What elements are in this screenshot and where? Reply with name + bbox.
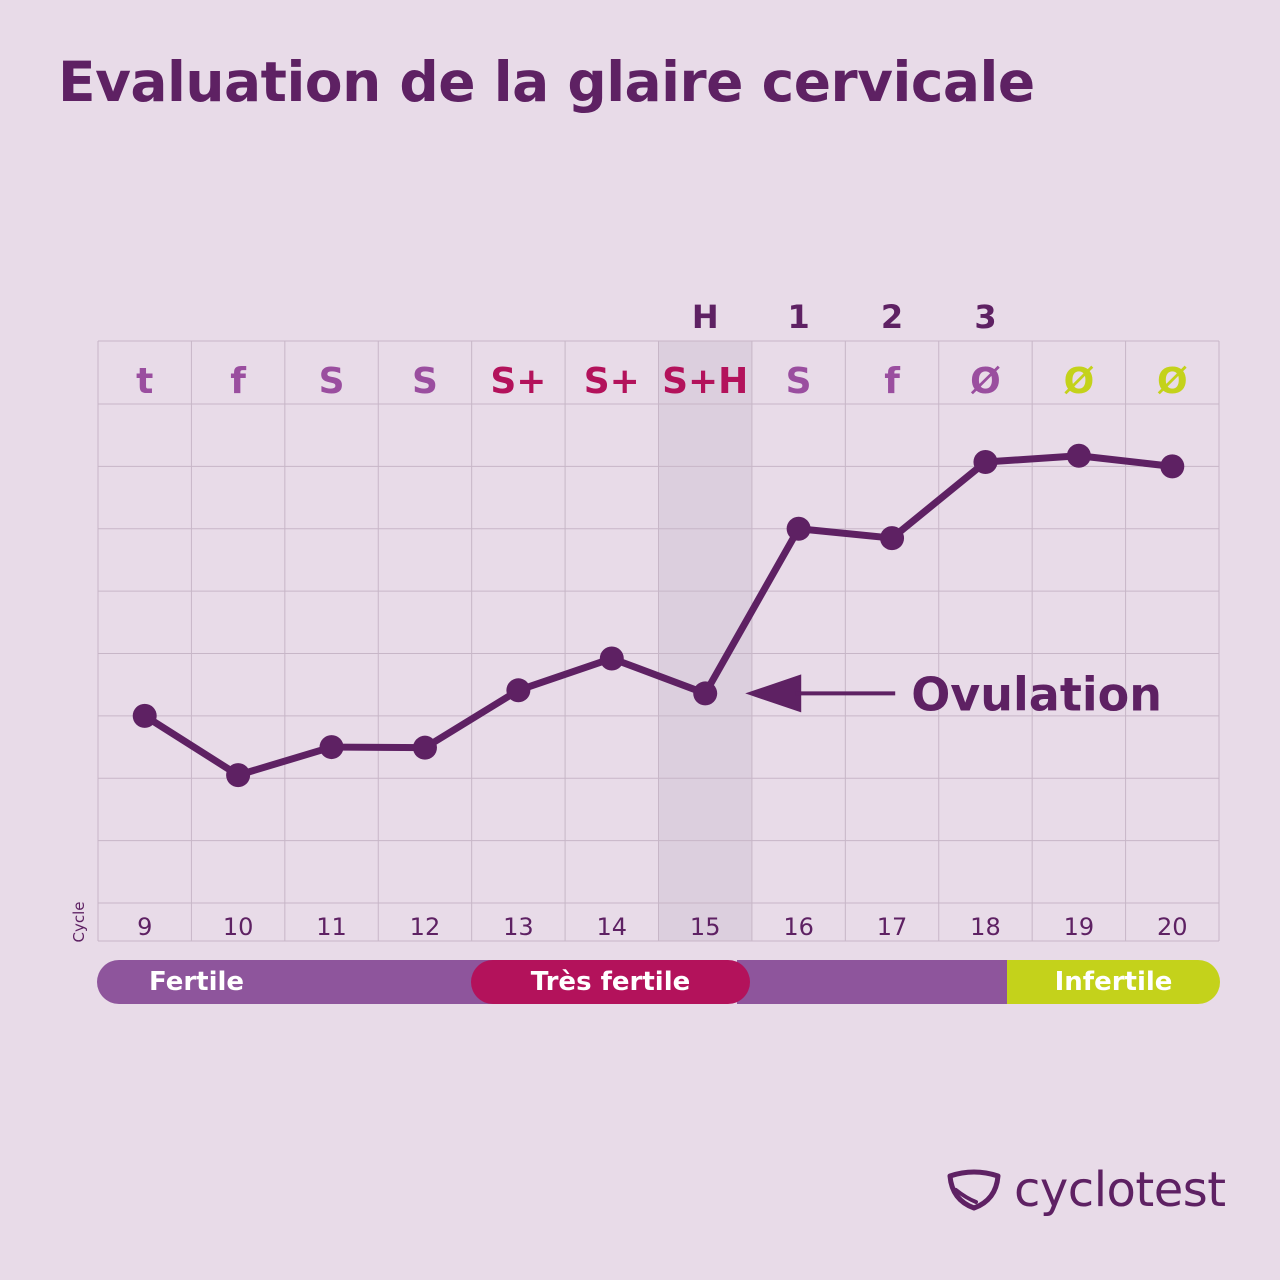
mucus-code-label: f [884,361,900,402]
data-point [1066,443,1091,468]
x-tick-label: 14 [597,913,628,941]
brand-logo: cyclotest [946,1160,1226,1220]
x-tick-label: 13 [503,913,534,941]
ovulation-label: Ovulation [911,667,1162,721]
data-point [880,526,905,551]
mucus-code-label: S+H [662,361,748,402]
x-tick-label: 19 [1064,913,1095,941]
data-point [226,763,251,788]
data-point [1160,454,1185,479]
data-point [319,735,344,760]
mucus-code-label: S+ [584,361,640,402]
mucus-code-label: S [319,361,345,402]
data-series [132,443,1185,788]
phase-fertile-continued [737,960,1037,1004]
data-point [786,516,811,541]
mucus-code-label: Ø [1157,361,1188,402]
data-point [412,735,437,760]
phase-fertile-label: Fertile [149,967,245,997]
ovulation-arrow-head [745,674,802,713]
mucus-code-label: S [412,361,438,402]
annotation: Ovulation [745,667,1162,721]
mucus-code-label: S [786,361,812,402]
peak-marker-label: 1 [787,298,809,336]
mucus-code-label: t [136,361,153,402]
phase-infertile: Infertile [1007,960,1220,1004]
page-title: Evaluation de la glaire cervicale [58,50,1035,114]
mucus-code-label: Ø [1064,361,1095,402]
data-point [693,681,718,706]
data-point [973,450,998,475]
x-tick-label: 18 [970,913,1001,941]
grid [97,340,1220,942]
data-point [506,678,531,703]
mucus-code-label: Ø [970,361,1001,402]
mucus-code-label: f [230,361,246,402]
x-tick-label: 15 [690,913,721,941]
x-tick-label: 17 [877,913,908,941]
phase-infertile-label: Infertile [1054,967,1173,997]
x-axis-label: Cycle [70,902,88,943]
data-point [132,703,157,728]
phase-bar: Fertile Infertile Très fertile [97,960,1220,1004]
phase-tres-fertile-label: Très fertile [530,967,691,997]
peak-marker-label: 3 [974,298,996,336]
cyclotest-logo-icon [947,1169,1001,1211]
logo-text: cyclotest [1014,1162,1226,1218]
peak-marker-label: H [692,298,719,336]
mucus-code-label: S+ [490,361,546,402]
series-line [141,452,1176,779]
x-tick-label: 9 [137,913,152,941]
phase-tres-fertile: Très fertile [471,960,750,1004]
x-tick-label: 10 [223,913,254,941]
x-tick-label: 12 [410,913,441,941]
data-point [599,646,624,671]
peak-marker-label: 2 [881,298,903,336]
x-tick-label: 16 [783,913,814,941]
x-tick-label: 20 [1157,913,1188,941]
x-tick-label: 11 [316,913,347,941]
